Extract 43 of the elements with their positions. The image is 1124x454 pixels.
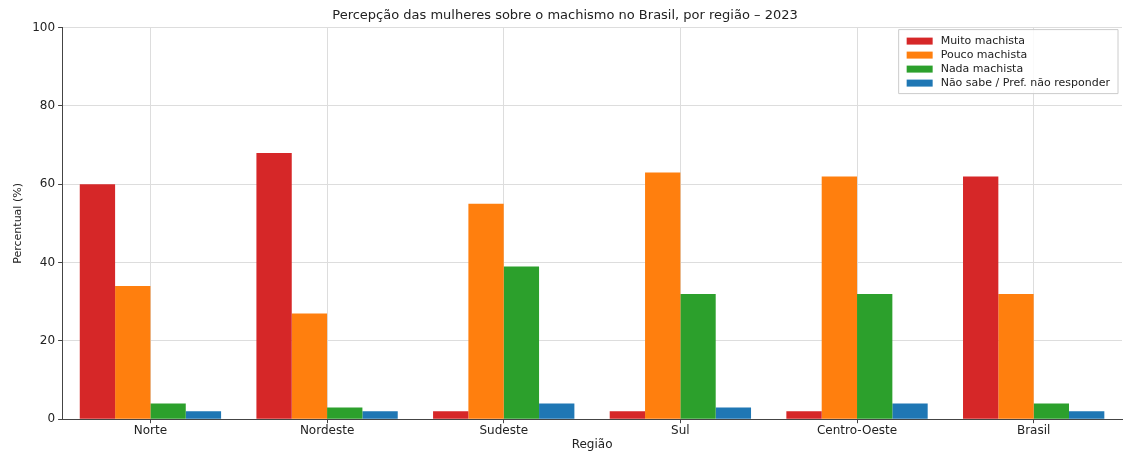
bar: [115, 286, 151, 419]
x-tick-label: Sudeste: [479, 422, 529, 437]
y-tick-label: 0: [47, 411, 56, 426]
bar: [362, 411, 398, 419]
bar: [539, 403, 575, 419]
x-tick-label: Centro-Oeste: [816, 422, 898, 437]
bar: [1033, 403, 1070, 419]
y-axis-title: Percentual (%): [11, 183, 25, 264]
chart-title: Percepção das mulheres sobre o machismo no Brasil, por região – 2023: [332, 7, 798, 23]
bar: [963, 176, 999, 419]
y-tick-label: 40: [39, 254, 56, 269]
bar: [645, 172, 681, 419]
legend-label: Nada machista: [940, 61, 1024, 75]
bar: [503, 266, 540, 419]
y-tick-label: 100: [32, 19, 56, 34]
bar: [468, 203, 504, 419]
bar: [79, 184, 116, 419]
bar: [821, 176, 858, 419]
x-axis-title: Região: [571, 436, 613, 451]
bar: [857, 293, 893, 419]
bar: [680, 293, 716, 419]
legend-label: Pouco machista: [940, 47, 1028, 61]
x-tick-label: Brasil: [1016, 422, 1051, 437]
bar: [998, 293, 1034, 419]
bar: [150, 403, 186, 419]
bar: [609, 411, 646, 419]
x-tick-label: Sul: [671, 422, 690, 437]
bar: [786, 411, 822, 419]
bar: [256, 152, 292, 419]
bar: [291, 313, 328, 419]
bar: [433, 411, 469, 419]
bar: [185, 411, 222, 419]
x-tick-label: Norte: [133, 422, 168, 437]
y-tick-label: 60: [39, 176, 56, 191]
y-tick-label: 80: [39, 98, 56, 113]
legend-label: Muito machista: [940, 33, 1026, 47]
bar: [327, 407, 363, 419]
legend-label: Não sabe / Pref. não responder: [940, 75, 1111, 89]
bar: [892, 403, 928, 419]
x-tick-label: Nordeste: [299, 422, 355, 437]
bar: [1069, 411, 1105, 419]
bar: [715, 407, 752, 419]
y-tick-label: 20: [39, 333, 56, 348]
